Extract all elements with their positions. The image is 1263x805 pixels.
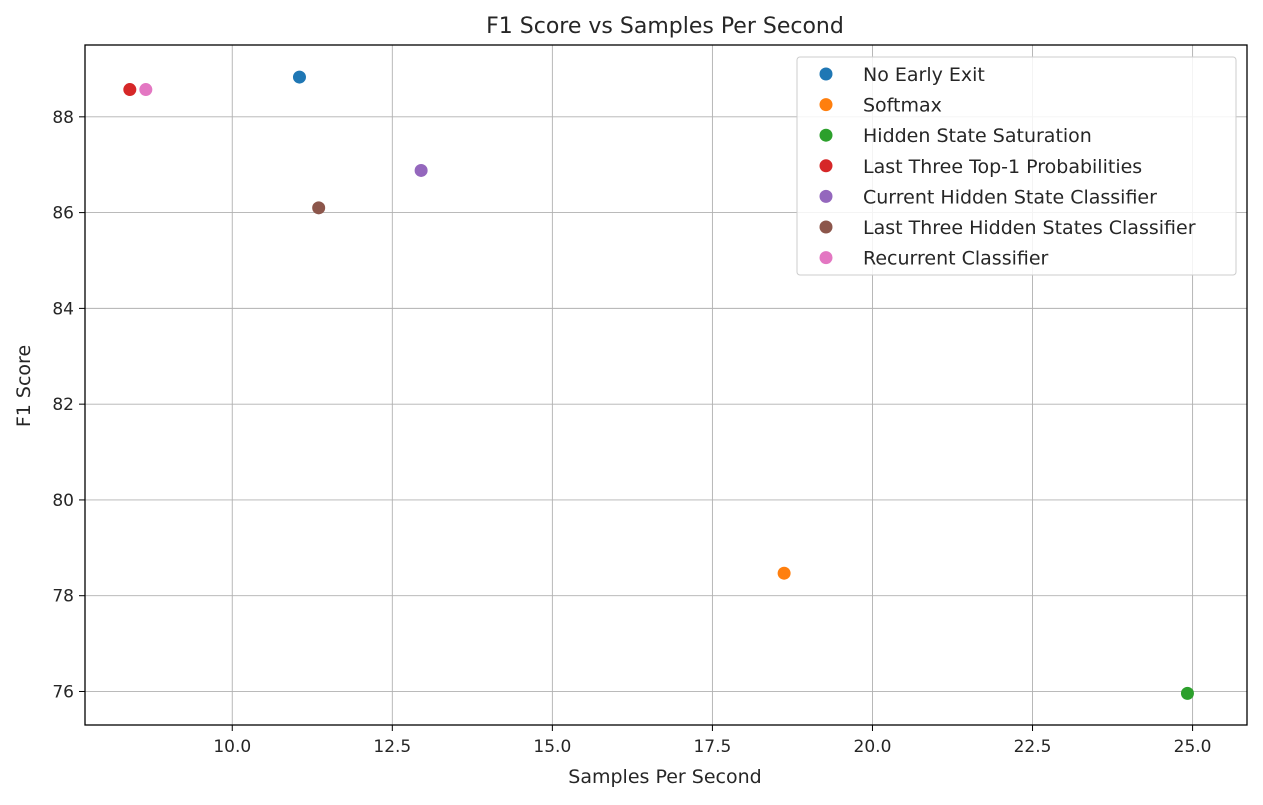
- y-tick-label: 84: [52, 299, 74, 319]
- legend-entry-label: Current Hidden State Classifier: [863, 186, 1157, 208]
- axis-ticks: 10.0 12.5 15.0 17.5 20.0 22.5 25.0 76 78 80 82 84 86…: [52, 108, 1211, 757]
- y-tick-label: 86: [52, 204, 74, 224]
- y-tick-label: 76: [52, 682, 74, 702]
- x-tick-label: 20.0: [854, 737, 892, 757]
- chart-title: F1 Score vs Samples Per Second: [486, 14, 844, 39]
- x-tick-label: 10.0: [213, 737, 251, 757]
- legend-box: [796, 56, 1237, 276]
- y-tick-label: 78: [52, 587, 74, 607]
- y-tick-label: 88: [52, 108, 74, 128]
- grid: [85, 45, 1247, 725]
- legend-marker: [819, 189, 833, 203]
- data-point: [139, 83, 153, 97]
- legend-entry-label: No Early Exit: [863, 64, 985, 86]
- legend-entry-label: Softmax: [863, 95, 942, 117]
- data-point: [292, 70, 306, 84]
- legend-marker: [819, 98, 833, 112]
- y-tick-label: 80: [52, 491, 74, 511]
- legend-entry-label: Last Three Top-1 Probabilities: [863, 156, 1142, 178]
- legend: No Early Exit Softmax Hidden State Saturat…: [796, 56, 1237, 276]
- x-axis-label: Samples Per Second: [568, 766, 761, 788]
- legend-entry-label: Hidden State Saturation: [863, 125, 1092, 147]
- legend-marker: [819, 159, 833, 173]
- data-point: [777, 566, 791, 580]
- legend-entry-label: Recurrent Classifier: [863, 248, 1049, 270]
- legend-marker: [819, 251, 833, 265]
- x-tick-label: 25.0: [1174, 737, 1212, 757]
- data-point: [312, 201, 326, 215]
- legend-entry-label: Last Three Hidden States Classifier: [863, 217, 1196, 239]
- data-point: [123, 83, 137, 97]
- legend-marker: [819, 128, 833, 142]
- data-point: [1180, 686, 1194, 700]
- x-tick-label: 17.5: [693, 737, 731, 757]
- plot-area-frame: [84, 44, 1248, 726]
- y-axis-label: F1 Score: [13, 345, 35, 427]
- x-tick-label: 22.5: [1014, 737, 1052, 757]
- y-tick-label: 82: [52, 395, 74, 415]
- legend-marker: [819, 67, 833, 81]
- x-tick-label: 12.5: [373, 737, 411, 757]
- data-point: [414, 163, 428, 177]
- data-points: [123, 70, 1194, 700]
- x-tick-label: 15.0: [533, 737, 571, 757]
- legend-marker: [819, 220, 833, 234]
